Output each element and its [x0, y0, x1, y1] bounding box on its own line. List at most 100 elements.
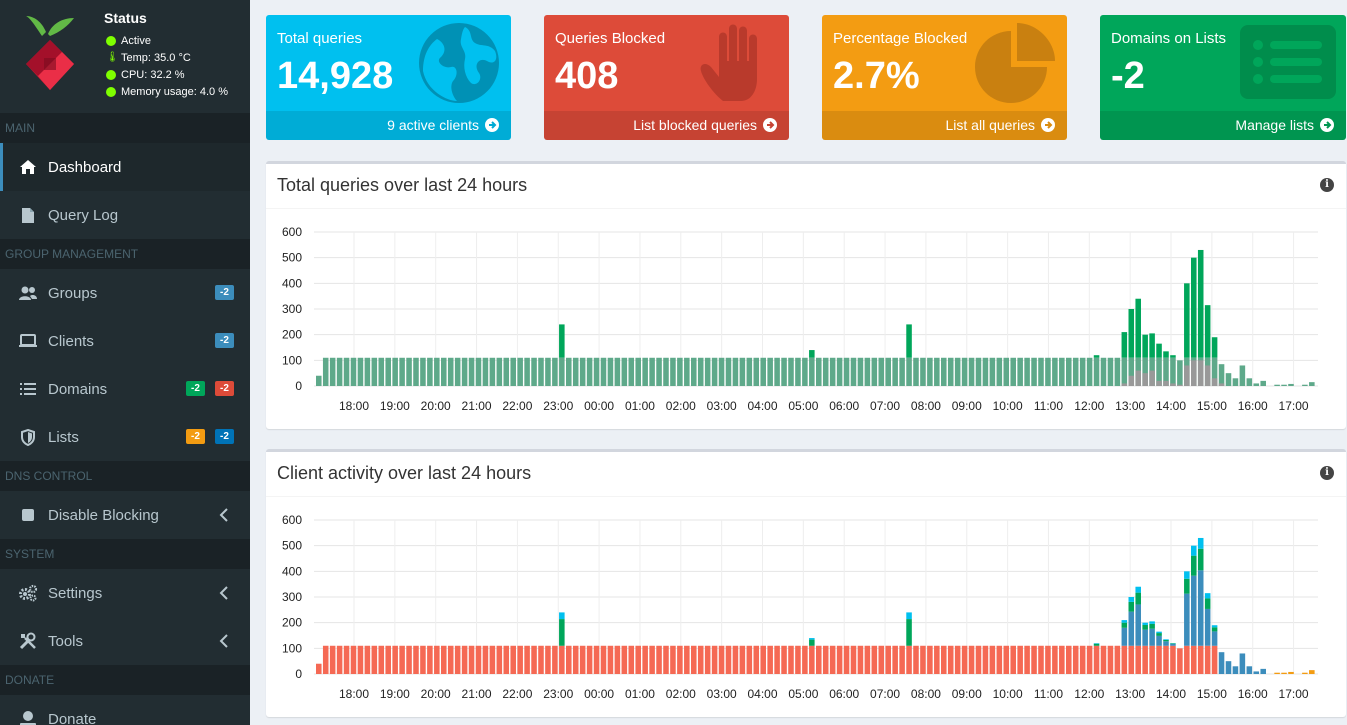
blocked-bar — [1177, 384, 1183, 386]
client-bar-segment — [1038, 645, 1044, 674]
list-blocked-queries-link[interactable]: List blocked queries — [544, 111, 789, 140]
client-bar-segment — [1135, 586, 1141, 593]
chevron-left-icon[interactable] — [218, 583, 230, 603]
queries-bar — [767, 357, 773, 386]
sidebar-item-disable-blocking[interactable]: Disable Blocking — [0, 491, 250, 539]
sidebar-item-label: Disable Blocking — [48, 506, 159, 524]
client-bar-segment — [566, 645, 572, 674]
queries-bar — [885, 357, 891, 386]
card-title: Domains on Lists — [1111, 30, 1227, 47]
client-bar-segment — [552, 645, 558, 674]
client-bar-segment — [1197, 548, 1204, 571]
client-bar-segment — [982, 645, 989, 674]
client-bar-segment — [989, 645, 996, 674]
status-cpu: CPU: 32.2 % — [106, 69, 185, 81]
queries-bar — [628, 357, 635, 386]
active-clients-link[interactable]: 9 active clients — [266, 111, 511, 140]
queries-bar — [336, 357, 343, 386]
client-bar-segment — [1163, 639, 1169, 642]
queries-bar — [607, 357, 614, 386]
client-bar-segment — [1184, 593, 1190, 646]
client-bar-segment — [392, 645, 398, 674]
sidebar-item-query-log[interactable]: Query Log — [0, 191, 250, 239]
info-icon[interactable]: i — [1320, 178, 1334, 192]
x-tick-label: 20:00 — [421, 687, 451, 701]
client-bar-segment — [684, 645, 690, 674]
sidebar-item-dashboard[interactable]: Dashboard — [0, 143, 250, 191]
queries-bar — [357, 357, 364, 386]
queries-chart-header: Total queries over last 24 hours i — [266, 164, 1346, 209]
queries-bar — [1072, 357, 1079, 386]
client-bar-segment — [538, 645, 544, 674]
client-bar-segment — [378, 645, 385, 674]
x-tick-label: 17:00 — [1279, 687, 1309, 701]
client-bar-segment — [559, 612, 565, 620]
section-dns-control: DNS CONTROL — [0, 461, 250, 491]
client-bar-segment — [1281, 672, 1287, 674]
x-tick-label: 07:00 — [870, 399, 900, 413]
client-bar-segment — [822, 645, 829, 674]
client-bar-segment — [656, 645, 662, 674]
client-bar-segment — [871, 645, 878, 674]
client-bar-segment — [1093, 645, 1100, 674]
client-bar-segment — [795, 645, 801, 674]
list-all-queries-link[interactable]: List all queries — [822, 111, 1067, 140]
client-bar-segment — [1204, 598, 1211, 609]
x-tick-label: 22:00 — [502, 399, 532, 413]
sidebar-item-clients[interactable]: Clients -2 — [0, 317, 250, 365]
sidebar-item-label: Domains — [48, 380, 108, 398]
client-bar-segment — [691, 645, 697, 674]
queries-bar — [1024, 357, 1030, 386]
client-bar-segment — [420, 645, 426, 674]
client-bar-segment — [1184, 645, 1190, 674]
client-bar-segment — [510, 645, 516, 674]
queries-bar — [503, 357, 510, 386]
sidebar-item-groups[interactable]: Groups -2 — [0, 269, 250, 317]
card-value: 2.7% — [833, 55, 920, 97]
queries-bar — [399, 357, 405, 386]
x-tick-label: 05:00 — [788, 399, 818, 413]
queries-bar — [684, 357, 690, 386]
chevron-left-icon[interactable] — [218, 631, 230, 651]
client-bar-segment — [809, 638, 815, 640]
client-bar-segment — [1191, 575, 1197, 646]
x-tick-label: 13:00 — [1115, 687, 1145, 701]
client-bar-segment — [1017, 645, 1023, 674]
laptop-icon — [18, 331, 38, 351]
queries-bar-top — [1142, 334, 1148, 358]
tools-icon — [18, 631, 38, 651]
lists-disabled-badge: -2 — [186, 429, 205, 444]
x-tick-label: 23:00 — [543, 687, 573, 701]
client-bar-segment — [329, 645, 336, 674]
x-tick-label: 22:00 — [502, 687, 532, 701]
client-bar-segment — [1197, 537, 1204, 549]
sidebar-item-lists[interactable]: Lists -2 -2 — [0, 413, 250, 461]
chevron-left-icon[interactable] — [218, 505, 230, 525]
x-tick-label: 06:00 — [829, 399, 859, 413]
client-bar-segment — [1128, 645, 1135, 674]
info-icon[interactable]: i — [1320, 466, 1334, 480]
domains-allow-badge: -2 — [186, 381, 205, 396]
client-bar-segment — [364, 645, 371, 674]
status-temp: 🌡 Temp: 35.0 °C — [106, 51, 191, 64]
queries-bar — [427, 357, 433, 386]
donate-icon — [18, 709, 38, 725]
sidebar-item-tools[interactable]: Tools — [0, 617, 250, 665]
sidebar-item-donate[interactable]: Donate — [0, 695, 250, 725]
manage-lists-link[interactable]: Manage lists — [1100, 111, 1346, 140]
y-tick-label: 200 — [282, 328, 302, 342]
sidebar-item-domains[interactable]: Domains -2 -2 — [0, 365, 250, 413]
client-bar-segment — [614, 645, 621, 674]
queries-bar — [1281, 384, 1287, 386]
client-bar-segment — [1177, 648, 1183, 674]
queries-bar — [732, 357, 739, 386]
client-bar-segment — [704, 645, 711, 674]
client-bar-segment — [496, 645, 503, 674]
queries-bar — [496, 357, 503, 386]
sidebar-item-settings[interactable]: Settings — [0, 569, 250, 617]
client-bar-segment — [878, 645, 885, 674]
client-bar-segment — [1191, 545, 1197, 556]
home-icon — [18, 157, 38, 177]
queries-bar — [1225, 373, 1232, 386]
client-bar-segment — [1309, 670, 1315, 674]
